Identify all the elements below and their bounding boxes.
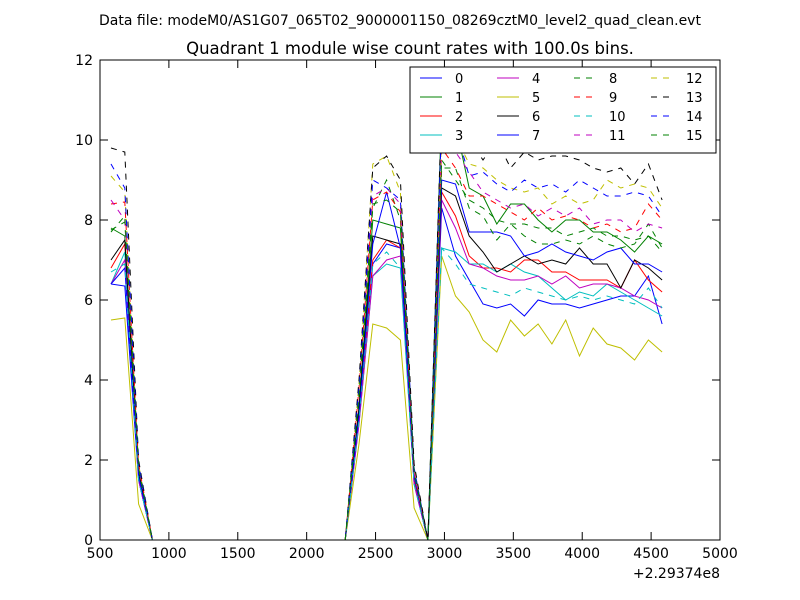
series-line-5 [110,255,663,540]
chart-title: Quadrant 1 module wise count rates with … [186,39,634,58]
figure-suptitle: Data file: modeM0/AS1G07_065T02_90000011… [99,13,701,29]
series-layer [110,103,663,540]
y-tick-label: 0 [84,533,93,549]
legend-box [409,66,717,154]
legend-label-1: 1 [455,91,463,106]
legend-label-6: 6 [532,110,540,125]
y-tick-label: 12 [75,53,93,69]
x-tick-label: 500 [87,546,114,562]
y-tick-label: 4 [84,373,93,389]
series-line-7 [110,179,663,540]
x-axis-offset-label: +2.29374e8 [633,566,720,582]
series-line-6 [110,187,663,540]
x-tick-label: 5000 [702,546,738,562]
x-tick-label: 2000 [289,546,325,562]
series-line-15 [110,158,663,540]
y-tick-label: 8 [84,213,93,229]
x-tick-label: 1500 [220,546,256,562]
legend-label-5: 5 [532,91,540,106]
legend-label-8: 8 [609,72,617,87]
legend-label-2: 2 [455,110,463,125]
series-line-9 [110,146,663,540]
series-line-11 [110,138,663,540]
series-line-4 [110,199,663,540]
y-tick-label: 10 [75,133,93,149]
x-tick-label: 1000 [151,546,187,562]
series-line-14 [110,119,663,540]
legend-label-0: 0 [455,72,463,87]
series-line-8 [110,167,663,540]
series-line-1 [110,106,663,540]
legend-label-10: 10 [609,110,626,125]
y-tick-label: 6 [84,293,93,309]
legend-label-3: 3 [455,129,463,144]
legend-label-13: 13 [686,91,703,106]
x-tick-label: 3500 [496,546,532,562]
series-line-0 [110,207,663,540]
legend-label-15: 15 [686,129,703,144]
legend-label-14: 14 [686,110,703,125]
legend-label-4: 4 [532,72,540,87]
legend-label-9: 9 [609,91,617,106]
y-tick-label: 2 [84,453,93,469]
x-tick-label: 4000 [564,546,600,562]
axis-ticks: 500 1000 1500 2000 2500 3000 3500 4000 4500 5000 0… [75,53,738,562]
series-line-10 [110,246,663,540]
legend-label-11: 11 [609,129,626,144]
series-line-3 [110,247,663,540]
series-line-13 [110,103,663,540]
legend-label-7: 7 [532,129,540,144]
x-tick-label: 4500 [633,546,669,562]
x-tick-label: 2500 [358,546,394,562]
x-tick-label: 3000 [427,546,463,562]
legend-label-12: 12 [686,72,703,87]
